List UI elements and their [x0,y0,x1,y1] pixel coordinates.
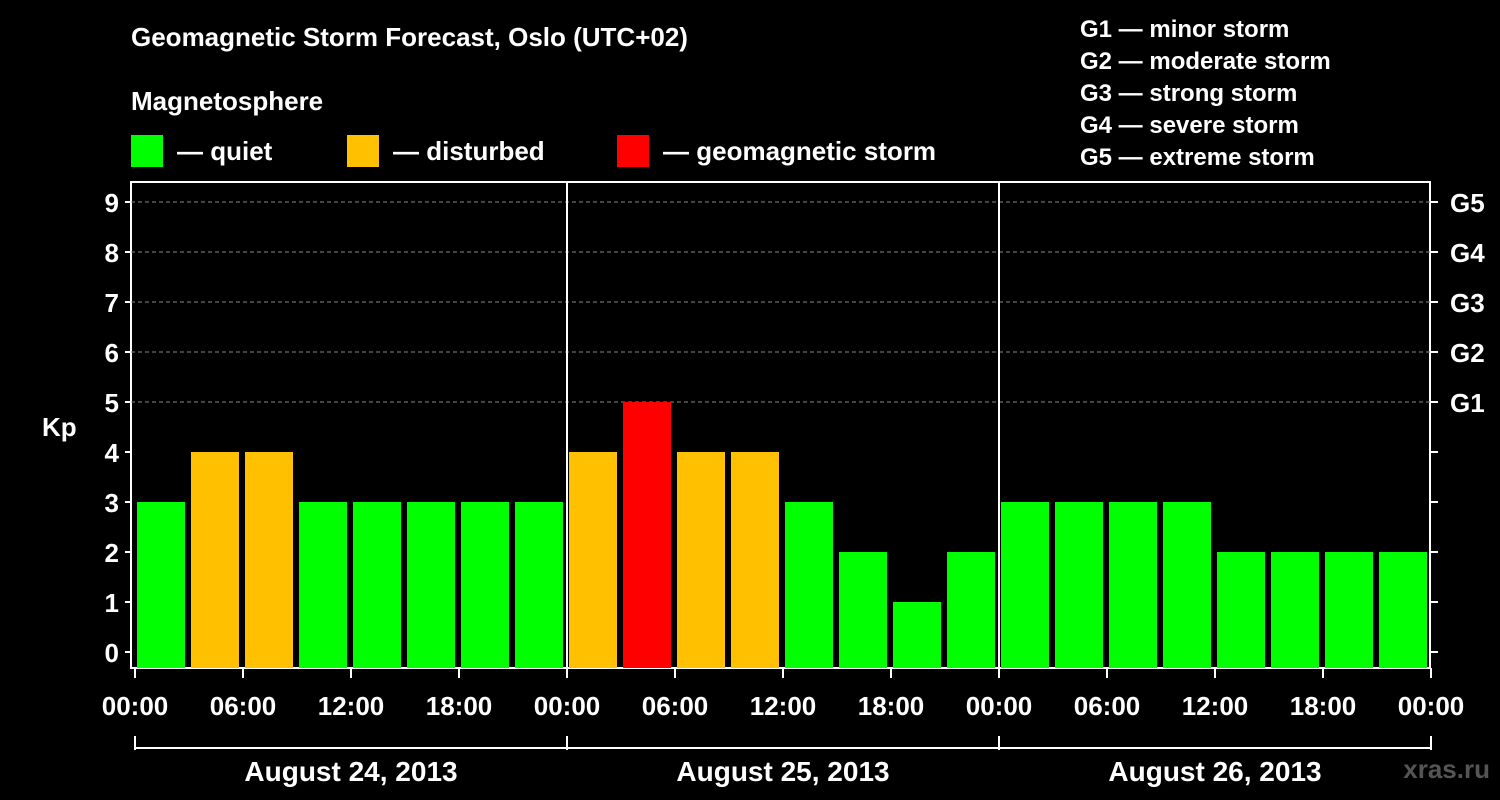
day-label: August 25, 2013 [676,756,889,787]
storm-level-tick-label: G2 [1450,338,1485,368]
kp-bar [569,452,617,668]
legend-swatch-storm [617,135,649,167]
storm-level-g3: G3 — strong storm [1080,80,1298,107]
x-tick-label: 18:00 [858,691,925,721]
legend-label-storm: — geomagnetic storm [663,135,937,166]
x-tick-label: 00:00 [534,691,601,721]
y-axis-label: Kp [42,412,77,442]
kp-bar [137,502,185,668]
y-tick-label: 5 [105,388,119,418]
x-tick-label: 06:00 [1074,691,1141,721]
kp-bar [677,452,725,668]
y-tick-label: 3 [105,488,119,518]
x-tick-label: 12:00 [318,691,385,721]
kp-bar [191,452,239,668]
kp-bar [515,502,563,668]
kp-bar [1109,502,1157,668]
storm-level-g4: G4 — severe storm [1080,112,1299,139]
storm-level-g1: G1 — minor storm [1080,16,1290,43]
kp-bar [1055,502,1103,668]
kp-bar [407,502,455,668]
kp-bar [245,452,293,668]
kp-bar [1271,552,1319,668]
storm-level-g5: G5 — extreme storm [1080,144,1315,171]
kp-bar [353,502,401,668]
kp-bar [785,502,833,668]
watermark: xras.ru [1403,754,1490,784]
kp-bar [1217,552,1265,668]
day-label: August 26, 2013 [1108,756,1321,787]
kp-bar [839,552,887,668]
chart-title: Geomagnetic Storm Forecast, Oslo (UTC+02… [131,22,688,52]
x-tick-label: 18:00 [1290,691,1357,721]
legend-swatch-quiet [131,135,163,167]
x-tick-label: 06:00 [210,691,277,721]
plot-frame [130,181,1431,669]
kp-bar [1379,552,1427,668]
kp-bar [893,602,941,668]
x-tick-label: 00:00 [966,691,1033,721]
y-tick-label: 4 [105,438,120,468]
storm-level-legend: G1 — minor storm G2 — moderate storm G3 … [1080,14,1331,174]
storm-level-tick-label: G3 [1450,288,1485,318]
y-tick-label: 9 [105,188,119,218]
kp-bar [1163,502,1211,668]
x-tick-label: 12:00 [1182,691,1249,721]
x-tick-label: 18:00 [426,691,493,721]
y-tick-label: 1 [105,588,119,618]
kp-bar [461,502,509,668]
legend-item-quiet: — quiet [131,134,272,168]
storm-level-tick-label: G1 [1450,388,1485,418]
legend-item-storm: — geomagnetic storm [617,134,936,168]
legend-swatch-disturbed [347,135,379,167]
kp-bar [731,452,779,668]
storm-level-tick-label: G4 [1450,238,1485,268]
y-tick-label: 0 [105,638,119,668]
storm-level-tick-label: G5 [1450,188,1485,218]
storm-level-g2: G2 — moderate storm [1080,48,1331,75]
y-tick-label: 8 [105,238,119,268]
x-tick-label: 00:00 [1398,691,1465,721]
legend-label-quiet: — quiet [177,135,273,166]
kp-bar [1001,502,1049,668]
kp-bar [299,502,347,668]
kp-bar [623,402,671,668]
kp-bar [1325,552,1373,668]
y-tick-label: 7 [105,288,119,318]
legend-title: Magnetosphere [131,86,324,116]
y-tick-label: 2 [105,538,119,568]
legend-item-disturbed: — disturbed [347,134,545,168]
x-tick-label: 12:00 [750,691,817,721]
y-tick-label: 6 [105,338,119,368]
day-label: August 24, 2013 [244,756,457,787]
x-tick-label: 00:00 [102,691,169,721]
kp-bar [947,552,995,668]
legend-label-disturbed: — disturbed [393,135,545,166]
x-tick-label: 06:00 [642,691,709,721]
